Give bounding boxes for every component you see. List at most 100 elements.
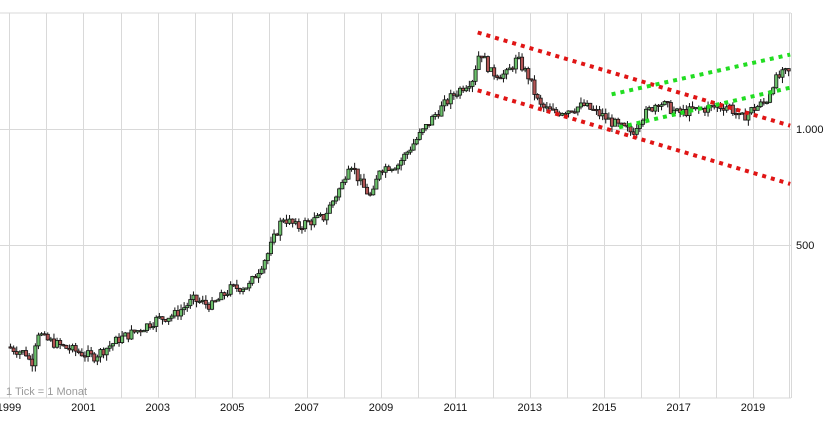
candle	[458, 86, 463, 99]
candle	[417, 128, 422, 141]
candle	[169, 313, 174, 322]
candle	[265, 252, 270, 265]
candle	[290, 218, 295, 228]
candle	[365, 183, 370, 195]
candle	[343, 176, 348, 186]
x-tick-label: 2011	[444, 402, 468, 414]
candle	[272, 229, 277, 245]
candle	[210, 296, 215, 311]
candle	[247, 280, 252, 292]
x-tick-label: 2015	[592, 402, 616, 414]
candle	[58, 338, 63, 350]
trend-line-support-upper	[611, 52, 791, 97]
candle	[377, 170, 382, 182]
candle	[575, 106, 580, 116]
candle	[312, 212, 317, 228]
candle	[634, 123, 639, 139]
candle	[225, 289, 230, 298]
candle	[278, 217, 283, 241]
x-axis: 1999 2001 2003 2005 2007 2009 2011 2013 2015 2017…	[0, 402, 765, 414]
candle	[529, 78, 534, 82]
candle	[154, 315, 159, 333]
candle	[774, 72, 779, 89]
candle	[501, 69, 506, 83]
candle	[541, 102, 546, 112]
candle	[622, 122, 627, 127]
candle	[244, 287, 249, 290]
candle	[764, 100, 769, 105]
candle	[706, 101, 711, 117]
candle	[203, 295, 208, 309]
trend-channel-lines	[477, 30, 791, 186]
candle	[330, 200, 335, 208]
x-tick-label: 2019	[741, 402, 765, 414]
y-axis: 1.000 500	[796, 124, 824, 252]
candle	[89, 346, 94, 358]
candle	[371, 185, 376, 196]
candle	[451, 91, 456, 100]
candle	[399, 157, 404, 171]
candle	[250, 275, 255, 286]
candle	[485, 55, 490, 74]
candle	[346, 165, 351, 180]
candle	[185, 302, 190, 312]
candle	[538, 94, 543, 110]
candle	[439, 101, 444, 117]
candle	[603, 108, 608, 124]
candle	[520, 53, 525, 72]
candle	[141, 329, 146, 333]
candle	[653, 103, 658, 115]
x-tick-label: 2007	[294, 402, 318, 414]
candle	[423, 124, 428, 132]
candle	[27, 353, 32, 361]
candle	[234, 279, 239, 292]
candle	[120, 331, 125, 344]
candle	[476, 51, 481, 71]
candle	[73, 342, 78, 357]
y-tick-label: 500	[796, 240, 814, 252]
candle	[110, 342, 115, 351]
candle	[659, 102, 664, 111]
candle	[268, 236, 273, 256]
candle	[129, 325, 134, 340]
grid-lines	[0, 12, 792, 399]
candle	[532, 75, 537, 101]
candle	[160, 316, 165, 325]
candle	[79, 348, 84, 357]
candle	[148, 321, 153, 330]
candle	[448, 89, 453, 110]
candle	[513, 54, 518, 74]
candle	[420, 128, 425, 136]
candle	[327, 201, 332, 214]
candle	[396, 163, 401, 174]
candle	[495, 74, 500, 81]
candle	[334, 195, 339, 205]
candle	[188, 294, 193, 309]
candle	[17, 350, 22, 359]
candle	[241, 286, 246, 295]
candle	[219, 289, 224, 301]
candle	[467, 80, 472, 92]
candle	[194, 294, 199, 308]
candle	[361, 173, 366, 188]
candle	[95, 354, 100, 366]
candle	[473, 65, 478, 86]
candle	[33, 343, 38, 372]
tick-interval-note: 1 Tick = 1 Monat	[6, 386, 87, 398]
candle	[8, 343, 13, 349]
candle	[256, 269, 261, 283]
candle	[197, 297, 202, 304]
candle	[402, 152, 407, 165]
candle	[588, 102, 593, 111]
candle	[492, 64, 497, 80]
y-tick-label: 1.000	[796, 124, 824, 136]
candlestick-series	[8, 51, 791, 372]
x-tick-label: 2001	[71, 402, 95, 414]
candle	[640, 118, 645, 127]
candle	[535, 93, 540, 101]
candle	[324, 207, 329, 225]
candle	[464, 85, 469, 93]
candle	[411, 138, 416, 151]
candle	[296, 218, 301, 232]
